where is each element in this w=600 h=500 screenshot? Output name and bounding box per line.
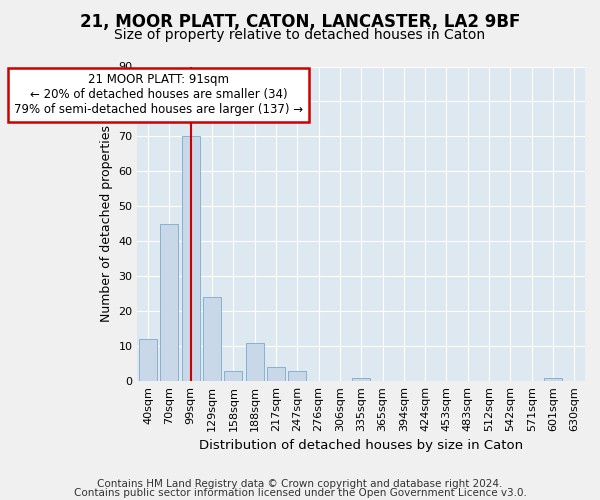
Bar	[182, 136, 200, 381]
Bar	[544, 378, 562, 381]
Bar	[245, 342, 264, 381]
Bar	[224, 370, 242, 381]
Bar	[139, 339, 157, 381]
Text: Contains public sector information licensed under the Open Government Licence v3: Contains public sector information licen…	[74, 488, 526, 498]
Text: Size of property relative to detached houses in Caton: Size of property relative to detached ho…	[115, 28, 485, 42]
Text: 21 MOOR PLATT: 91sqm
← 20% of detached houses are smaller (34)
79% of semi-detac: 21 MOOR PLATT: 91sqm ← 20% of detached h…	[14, 74, 303, 116]
Bar	[267, 367, 285, 381]
Text: Contains HM Land Registry data © Crown copyright and database right 2024.: Contains HM Land Registry data © Crown c…	[97, 479, 503, 489]
Y-axis label: Number of detached properties: Number of detached properties	[100, 126, 113, 322]
Text: 21, MOOR PLATT, CATON, LANCASTER, LA2 9BF: 21, MOOR PLATT, CATON, LANCASTER, LA2 9B…	[80, 12, 520, 30]
Bar	[352, 378, 370, 381]
X-axis label: Distribution of detached houses by size in Caton: Distribution of detached houses by size …	[199, 440, 523, 452]
Bar	[288, 370, 307, 381]
Bar	[160, 224, 178, 381]
Bar	[203, 298, 221, 381]
